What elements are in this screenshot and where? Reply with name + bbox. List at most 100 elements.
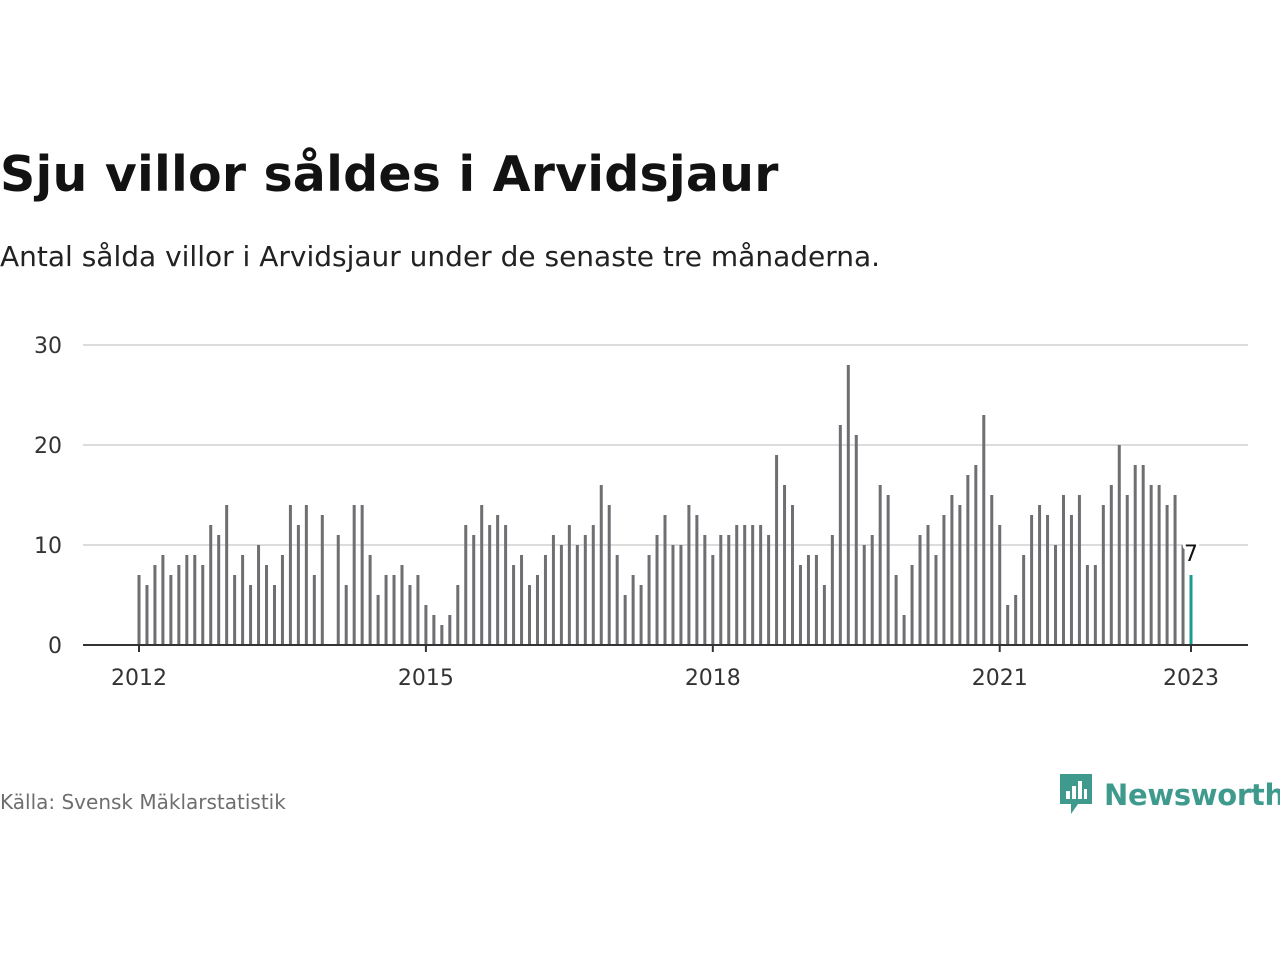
bar xyxy=(942,515,946,645)
bar xyxy=(368,555,372,645)
bar xyxy=(902,615,906,645)
bar xyxy=(743,525,747,645)
bar xyxy=(288,505,292,645)
bar xyxy=(233,575,237,645)
chart-subtitle: Antal sålda villor i Arvidsjaur under de… xyxy=(0,240,881,273)
bar xyxy=(798,565,802,645)
bar xyxy=(1006,605,1010,645)
bar xyxy=(257,545,261,645)
bar xyxy=(1014,595,1018,645)
annotations: 77 xyxy=(1181,539,1201,570)
bar xyxy=(814,555,818,645)
bar xyxy=(990,495,994,645)
y-tick-label: 20 xyxy=(34,434,62,459)
bar xyxy=(1054,545,1058,645)
bar xyxy=(870,535,874,645)
x-tick-label: 2018 xyxy=(685,666,741,691)
bar xyxy=(480,505,484,645)
bar-chart: 0 10 20 30 2012 2015 2018 2021 2023 77 xyxy=(34,334,1248,691)
bar xyxy=(631,575,635,645)
source-note: Källa: Svensk Mäklarstatistik xyxy=(0,790,286,814)
bar xyxy=(655,535,659,645)
bar xyxy=(376,595,380,645)
bar xyxy=(424,605,428,645)
bar xyxy=(209,525,213,645)
bar xyxy=(241,555,245,645)
bar xyxy=(1173,495,1177,645)
newsworthy-logo[interactable]: Newsworthy xyxy=(1058,772,1280,818)
y-tick-label: 30 xyxy=(34,334,62,359)
bar xyxy=(512,565,516,645)
bar xyxy=(759,525,763,645)
bar xyxy=(711,555,715,645)
x-axis xyxy=(83,644,1248,652)
y-tick-label: 10 xyxy=(34,534,62,559)
bar xyxy=(599,485,603,645)
bar xyxy=(1069,515,1073,645)
bar xyxy=(719,535,723,645)
bar xyxy=(862,545,866,645)
bars xyxy=(137,365,1193,645)
bar xyxy=(1181,545,1185,645)
bar xyxy=(535,575,539,645)
bar xyxy=(384,575,388,645)
bar xyxy=(217,535,221,645)
bar xyxy=(854,435,858,645)
highlight-value-label: 7 xyxy=(1184,542,1198,567)
bar xyxy=(551,535,555,645)
bar xyxy=(775,455,779,645)
bar xyxy=(1077,495,1081,645)
bar xyxy=(591,525,595,645)
bar xyxy=(201,565,205,645)
bar xyxy=(1101,505,1105,645)
bar xyxy=(1093,565,1097,645)
brand-name: Newsworthy xyxy=(1104,778,1280,812)
bar xyxy=(1046,515,1050,645)
bar xyxy=(623,595,627,645)
bar xyxy=(137,575,141,645)
bar xyxy=(838,425,842,645)
bar xyxy=(751,525,755,645)
bar xyxy=(392,575,396,645)
bar xyxy=(520,555,524,645)
bar xyxy=(1061,495,1065,645)
bar xyxy=(440,625,444,645)
bar xyxy=(735,525,739,645)
y-axis-labels: 0 10 20 30 xyxy=(34,334,62,659)
bar xyxy=(998,525,1002,645)
chart-title: Sju villor såldes i Arvidsjaur xyxy=(0,146,779,203)
bar xyxy=(1149,485,1153,645)
bar xyxy=(488,525,492,645)
bar xyxy=(296,525,300,645)
newsworthy-chart-bubble-icon xyxy=(1060,774,1092,814)
bar xyxy=(806,555,810,645)
x-axis-labels: 2012 2015 2018 2021 2023 xyxy=(111,666,1219,691)
bar xyxy=(894,575,898,645)
bar xyxy=(639,585,643,645)
bar xyxy=(153,565,157,645)
bar xyxy=(161,555,165,645)
bar xyxy=(647,555,651,645)
bar xyxy=(559,545,563,645)
x-tick-label: 2021 xyxy=(972,666,1028,691)
bar xyxy=(910,565,914,645)
bar xyxy=(934,555,938,645)
bar xyxy=(304,505,308,645)
bar xyxy=(687,505,691,645)
x-tick-label: 2023 xyxy=(1163,666,1219,691)
bar xyxy=(1125,495,1129,645)
bar xyxy=(663,515,667,645)
bar xyxy=(791,505,795,645)
bar xyxy=(249,585,253,645)
bar xyxy=(177,565,181,645)
bar xyxy=(1022,555,1026,645)
bar xyxy=(982,415,986,645)
bar xyxy=(1038,505,1042,645)
bar xyxy=(703,535,707,645)
bar xyxy=(1165,505,1169,645)
bar xyxy=(783,485,787,645)
bar xyxy=(679,545,683,645)
bar xyxy=(408,585,412,645)
bar xyxy=(472,535,476,645)
bar xyxy=(344,585,348,645)
